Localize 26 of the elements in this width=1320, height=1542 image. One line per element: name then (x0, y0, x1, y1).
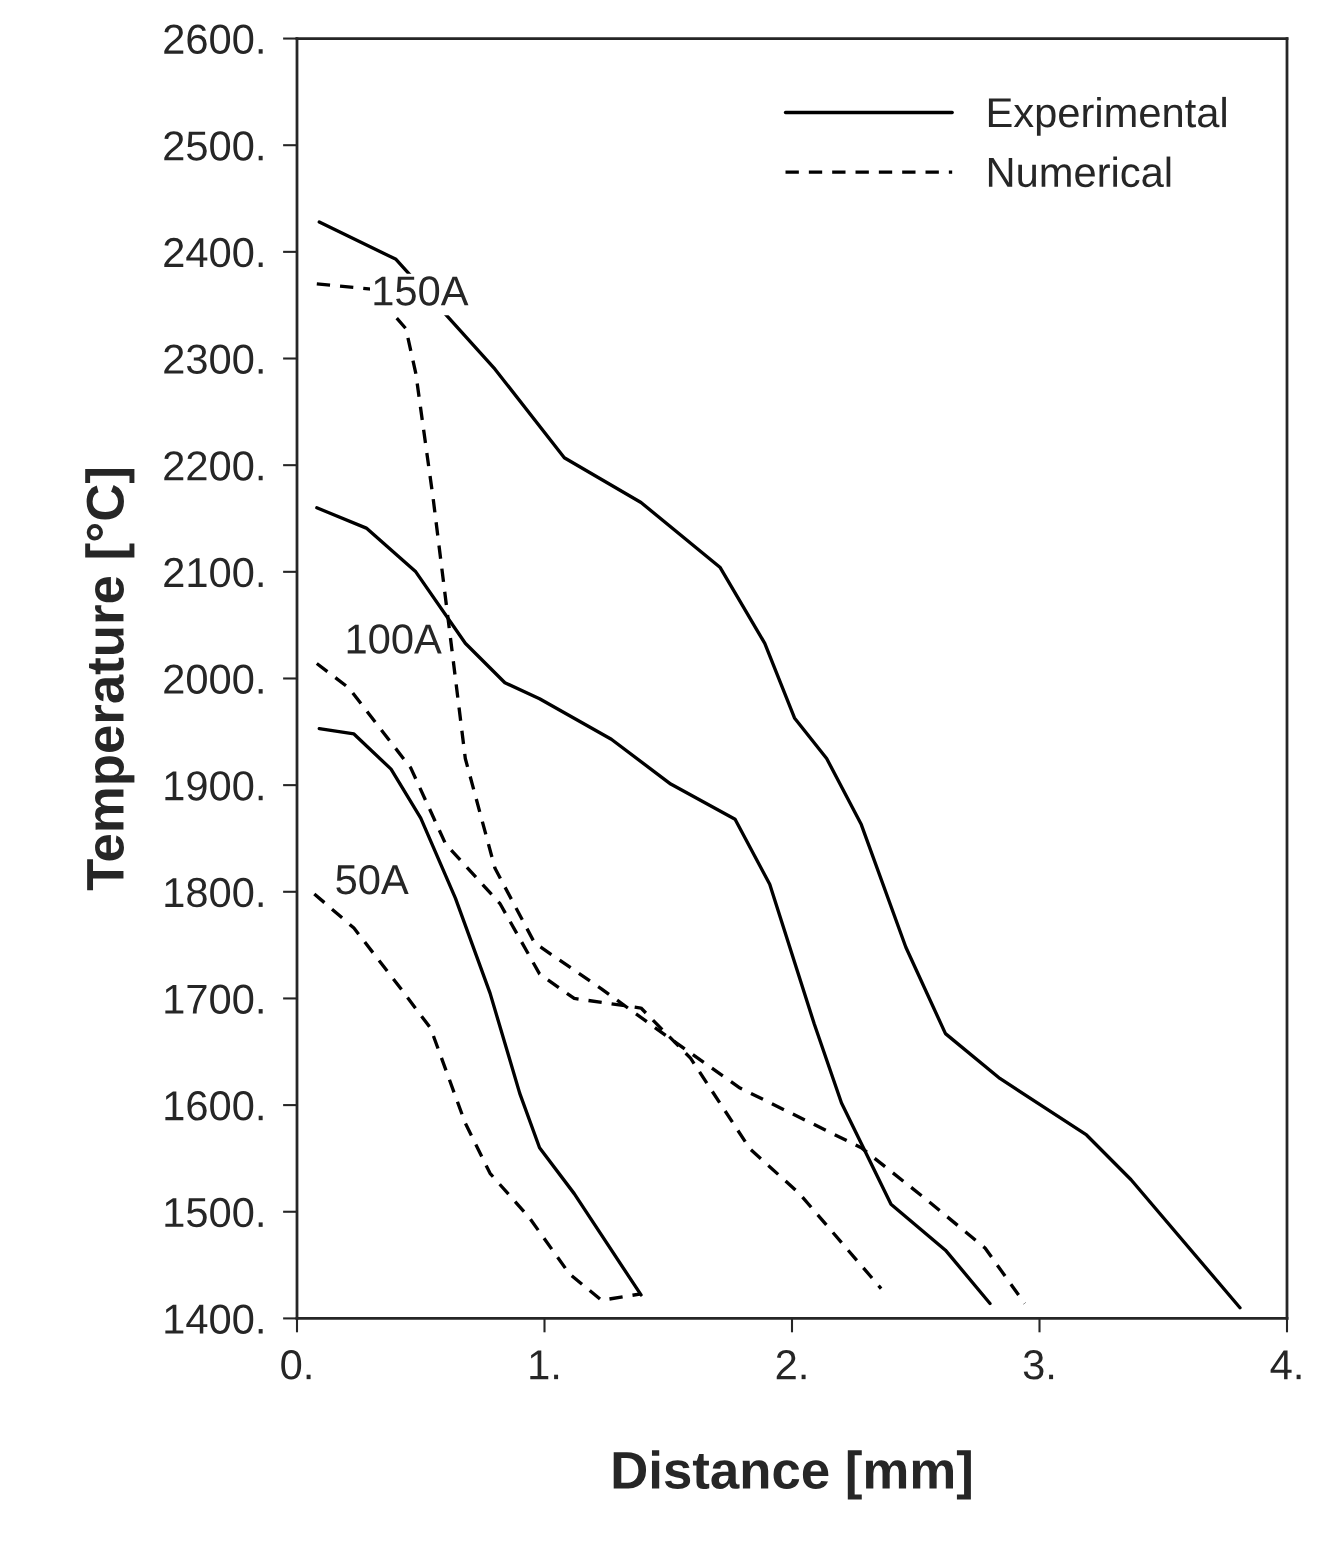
x-axis-title: Distance [mm] (613, 1450, 971, 1500)
x-tick-label: 1. (530, 1350, 559, 1380)
y-axis-title: Temperature [°C] (85, 469, 135, 891)
y-tick-label: 2500. (164, 131, 263, 161)
line-series (317, 220, 1242, 1310)
y-tick-label: 2200. (164, 451, 263, 481)
legend-label: Experimental (988, 96, 1226, 136)
y-tick-label: 1600. (165, 1091, 263, 1121)
y-tick-label: 1400. (165, 1304, 263, 1334)
annotation: 50A (336, 864, 409, 895)
legend-label: Numerical (988, 156, 1171, 188)
x-tick-label: 4. (1270, 1350, 1301, 1380)
y-tick-label: 1700. (165, 984, 263, 1014)
y-tick-label: 1900. (165, 771, 263, 801)
y-tick-label: 1800. (165, 877, 263, 908)
x-tick-label: 3. (1023, 1350, 1054, 1380)
y-tick-label: 1500. (165, 1197, 263, 1228)
annotation: 100A (347, 624, 442, 654)
y-tick-label: 2000. (164, 664, 263, 694)
x-tick-label: 2. (776, 1350, 806, 1380)
annotation: 150A (374, 276, 469, 306)
y-tick-label: 2300. (164, 344, 263, 375)
y-tick-label: 2400. (164, 237, 263, 268)
x-tick-label: 0. (281, 1350, 311, 1380)
y-tick-label: 2600. (164, 24, 263, 55)
y-tick-label: 2100. (164, 557, 263, 588)
